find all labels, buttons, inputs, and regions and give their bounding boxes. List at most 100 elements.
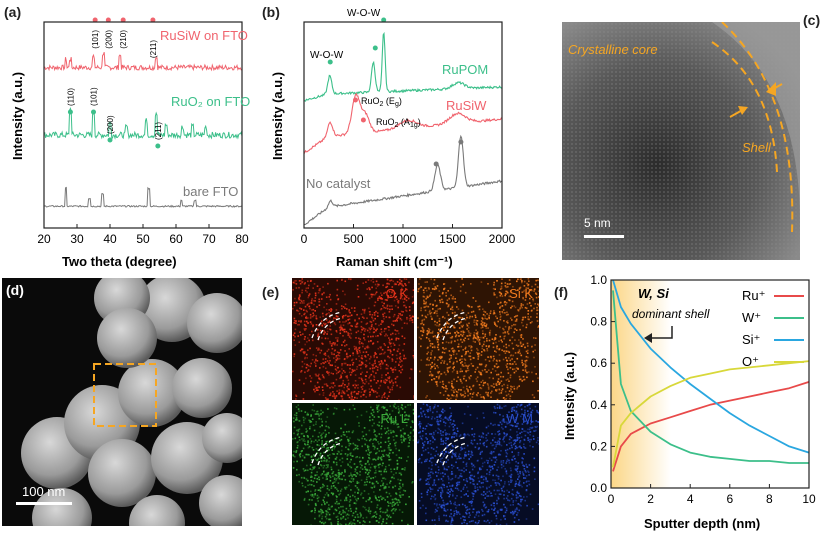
depth-ytick-label: 0.4 [590, 398, 607, 412]
depth-annotation-title: W, Si [638, 286, 669, 301]
xrd-peak-label: (101) [91, 30, 100, 49]
xrd-peak-label: (200) [106, 115, 115, 134]
raman-peak-marker [433, 161, 439, 167]
depth-xtick-label: 2 [647, 492, 654, 506]
panel-d-label: (d) [6, 282, 24, 298]
raman-xtick-label: 0 [301, 232, 308, 246]
depth-legend-label: Ru⁺ [742, 288, 765, 303]
depth-xtick-label: 10 [802, 492, 816, 506]
xrd-peak-marker [105, 17, 111, 23]
raman-chart: 0 500 1000 1500 2000 Intensity (a.u.) Raman … [270, 8, 516, 269]
depth-legend-label: O⁺ [742, 354, 759, 369]
raman-peak-marker [458, 139, 464, 145]
panel-a-label: (a) [4, 4, 22, 20]
xrd-peak-marker [91, 109, 96, 115]
hrtem-shell-label: Shell [742, 140, 771, 155]
xrd-peak-marker [155, 143, 161, 149]
hrtem-image: Crystalline core Shell 5 nm [562, 22, 800, 260]
eds-map-o: O K [292, 278, 414, 400]
xrd-peak-marker [92, 17, 98, 23]
raman-ann-a1g: RuO2 (A1g) [376, 117, 421, 129]
raman-trace [303, 134, 503, 226]
xrd-chart: (101) (200) (210) (211) (110) (101) (200) (211)… [10, 17, 250, 269]
depth-ytick-label: 0.6 [590, 356, 607, 370]
depth-xtick-label: 4 [687, 492, 694, 506]
eds-label-w: W M [506, 411, 533, 426]
depth-profile-chart: 0 2 4 6 8 10 0.0 0.2 0.4 0.6 0.8 1.0 Intensity (a.u… [562, 273, 816, 531]
raman-xtick-label: 500 [343, 232, 363, 246]
xrd-peak-label: (211) [154, 122, 163, 140]
xrd-trace [43, 52, 243, 72]
xrd-peak-label: (200) [104, 30, 113, 49]
xrd-xtick-label: 30 [70, 232, 84, 246]
eds-map-w: W M [417, 403, 539, 525]
eds-label-ru: Ru L [380, 411, 408, 426]
depth-ytick-label: 0.2 [590, 439, 607, 453]
raman-peak-marker [352, 97, 358, 103]
raman-trace-label-nocat: No catalyst [306, 176, 371, 191]
xrd-ylabel: Intensity (a.u.) [10, 72, 25, 160]
xrd-peak-marker [67, 109, 73, 115]
panel-c-label: (c) [803, 12, 821, 28]
depth-ytick-label: 1.0 [590, 273, 607, 287]
raman-xtick-label: 1500 [439, 232, 466, 246]
xrd-xtick-label: 40 [103, 232, 117, 246]
xrd-peak-label: (210) [119, 30, 128, 49]
xrd-trace-label-rusiw: RuSiW on FTO [160, 28, 248, 43]
xrd-xtick-label: 50 [136, 232, 150, 246]
raman-trace [303, 92, 503, 154]
depth-legend-label: W⁺ [742, 310, 761, 325]
xrd-trace-label-fto: bare FTO [183, 184, 238, 199]
raman-xlabel: Raman shift (cm⁻¹) [336, 254, 453, 269]
raman-peak-marker [360, 117, 366, 123]
xrd-peak-marker [150, 17, 156, 23]
depth-legend-label: Si⁺ [742, 332, 760, 347]
depth-xtick-label: 6 [726, 492, 733, 506]
stem-image: (d) 100 nm [2, 278, 242, 526]
depth-ytick-label: 0.0 [590, 481, 607, 495]
depth-series-3 [612, 360, 810, 468]
depth-series-1 [612, 290, 809, 464]
raman-xtick-label: 1000 [390, 232, 417, 246]
panel-b-label: (b) [262, 4, 280, 20]
raman-ann-wow1: W-O-W [310, 50, 344, 61]
raman-trace-label-rupom: RuPOM [442, 62, 488, 77]
depth-series-0 [612, 381, 810, 472]
eds-maps: O K Si K Ru L W M [292, 278, 540, 526]
depth-ytick-label: 0.8 [590, 315, 607, 329]
xrd-peak-label: (101) [90, 87, 99, 106]
xrd-peak-label: (110) [66, 88, 75, 106]
xrd-xlabel: Two theta (degree) [62, 254, 177, 269]
panel-f-label: (f) [554, 284, 568, 300]
raman-xtick-label: 2000 [489, 232, 516, 246]
depth-xtick-label: 0 [608, 492, 615, 506]
xrd-trace [43, 186, 243, 208]
xrd-peak-label: (211) [149, 40, 158, 58]
raman-ann-eg: RuO2 (Eg) [361, 96, 402, 108]
raman-ylabel: Intensity (a.u.) [270, 72, 285, 160]
depth-annotation-sub: dominant shell [632, 307, 710, 321]
raman-ann-wow2: W-O-W [347, 8, 381, 19]
xrd-xtick-label: 60 [169, 232, 183, 246]
depth-xlabel: Sputter depth (nm) [644, 516, 760, 531]
hrtem-scale-label: 5 nm [584, 216, 611, 230]
eds-map-si: Si K [417, 278, 539, 400]
depth-series-2 [612, 279, 810, 454]
xrd-trace-label-ruo2: RuO₂ on FTO [171, 94, 250, 109]
hrtem-core-label: Crystalline core [568, 42, 658, 57]
eds-label-o: O K [385, 286, 408, 301]
depth-ylabel: Intensity (a.u.) [562, 352, 577, 440]
raman-trace [303, 31, 503, 102]
raman-peak-marker [372, 45, 378, 51]
raman-trace-label-rusiw: RuSiW [446, 98, 487, 113]
eds-label-si: Si K [509, 286, 533, 301]
xrd-xtick-label: 20 [37, 232, 51, 246]
panel-e-label: (e) [262, 284, 280, 300]
eds-map-ru: Ru L [292, 403, 414, 525]
xrd-xtick-label: 80 [235, 232, 249, 246]
xrd-trace [43, 107, 243, 140]
stem-scale-label: 100 nm [22, 484, 66, 499]
raman-peak-marker [327, 59, 333, 65]
xrd-peak-marker [107, 137, 113, 143]
raman-peak-marker [381, 17, 387, 23]
